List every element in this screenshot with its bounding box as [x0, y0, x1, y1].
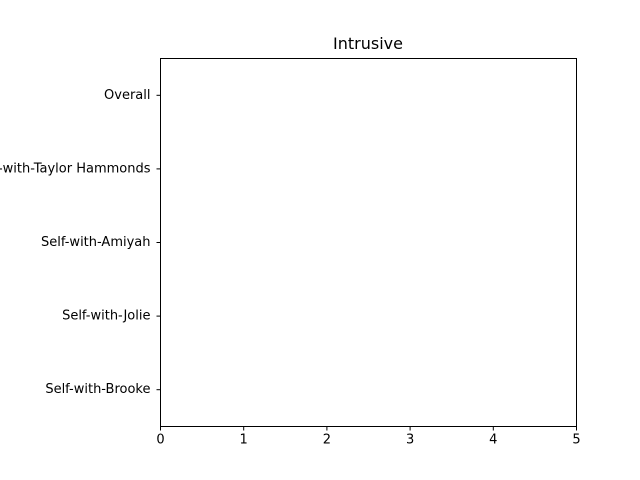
- x-axis: 0 1 2 3 4 5: [156, 426, 581, 448]
- y-tick-label-overall: Overall: [104, 88, 150, 103]
- x-tick-label-5: 5: [572, 433, 580, 448]
- y-tick-label-self-with-brooke: Self-with-Brooke: [45, 382, 150, 397]
- x-tick-label-2: 2: [323, 433, 331, 448]
- x-tick-label-4: 4: [489, 433, 497, 448]
- x-tick-label-0: 0: [156, 433, 164, 448]
- y-axis: Overall Self-with-Taylor Hammonds Self-wit…: [0, 88, 161, 397]
- y-tick-label-self-with-jolie: Self-with-Jolie: [62, 309, 150, 324]
- x-tick-label-1: 1: [240, 433, 248, 448]
- y-tick-label-self-with-amiyah: Self-with-Amiyah: [41, 235, 150, 250]
- chart-title: Intrusive: [333, 34, 403, 53]
- y-tick-label-self-with-taylor-hammonds: Self-with-Taylor Hammonds: [0, 161, 151, 176]
- x-tick-label-3: 3: [406, 433, 414, 448]
